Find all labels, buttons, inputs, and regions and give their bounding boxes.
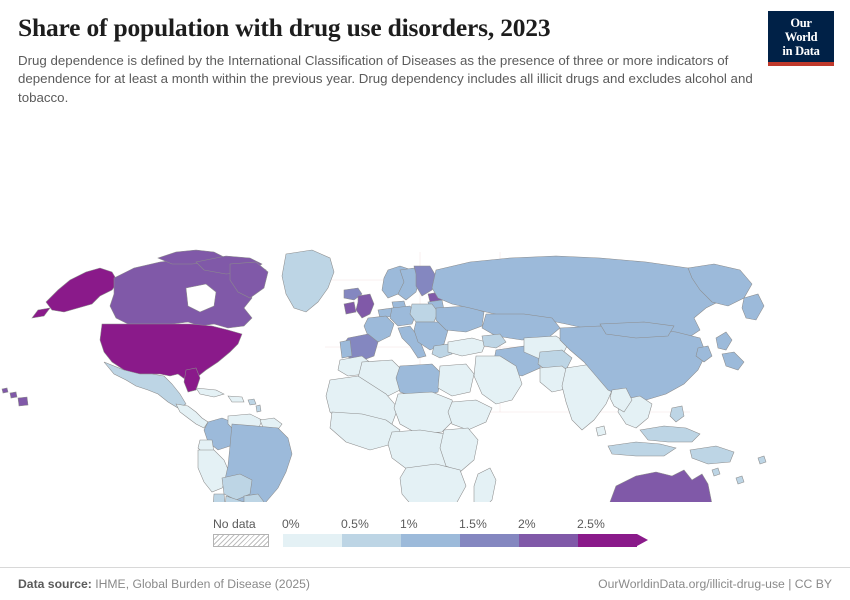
country-russia-far-east[interactable]	[688, 264, 752, 306]
country-southern-africa[interactable]	[400, 464, 466, 502]
hudson-bay	[186, 284, 216, 312]
country-korea[interactable]	[696, 346, 712, 362]
country-hawaii[interactable]	[2, 388, 28, 406]
country-chile[interactable]	[212, 494, 234, 502]
legend-scale-arrow	[637, 534, 648, 546]
country-paraguay[interactable]	[244, 494, 264, 502]
country-france[interactable]	[364, 316, 394, 342]
page-title: Share of population with drug use disord…	[18, 13, 551, 42]
country-peru[interactable]	[198, 450, 230, 492]
country-madagascar[interactable]	[474, 468, 496, 502]
country-caucasus[interactable]	[482, 334, 506, 348]
chart-subtitle: Drug dependence is defined by the Intern…	[18, 52, 753, 106]
country-malaysia-indonesia[interactable]	[640, 426, 700, 442]
country-greenland[interactable]	[282, 250, 334, 312]
country-us-florida[interactable]	[184, 368, 200, 392]
country-cuba[interactable]	[196, 388, 224, 397]
legend-tick-2: 1%	[400, 517, 418, 531]
country-finland[interactable]	[414, 266, 436, 296]
legend-tick-4: 2%	[518, 517, 536, 531]
legend-tick-5: 2.5%	[577, 517, 605, 531]
legend-scale-bar[interactable]	[283, 534, 637, 547]
country-baffin[interactable]	[230, 262, 268, 298]
choropleth-map[interactable]	[0, 112, 850, 502]
country-japan[interactable]	[716, 332, 744, 370]
country-pacific-islands[interactable]	[712, 456, 766, 484]
data-source-value: IHME, Global Burden of Disease (2025)	[95, 577, 310, 591]
country-ireland[interactable]	[344, 302, 356, 314]
country-portugal[interactable]	[340, 340, 352, 358]
country-horn-of-africa[interactable]	[448, 400, 492, 430]
legend-bin-1[interactable]	[342, 534, 401, 547]
country-sudan-chad[interactable]	[394, 392, 456, 434]
legend-bin-0[interactable]	[283, 534, 342, 547]
country-germany[interactable]	[390, 306, 416, 326]
country-italy[interactable]	[398, 326, 426, 358]
country-east-africa[interactable]	[440, 428, 478, 472]
country-kamchatka[interactable]	[742, 294, 764, 320]
country-sri-lanka[interactable]	[596, 426, 606, 436]
country-australia[interactable]	[610, 470, 712, 502]
legend-no-data-swatch[interactable]	[213, 534, 269, 547]
country-arabia[interactable]	[474, 356, 522, 404]
legend-bin-5[interactable]	[578, 534, 637, 547]
country-indonesia-2[interactable]	[608, 442, 676, 456]
owid-logo-line-1: Our World	[784, 16, 818, 44]
map-legend: No data 0% 0.5% 1% 1.5% 2% 2.5%	[0, 505, 850, 553]
country-egypt[interactable]	[438, 364, 474, 396]
chart-footer: Data source: IHME, Global Burden of Dise…	[0, 567, 850, 600]
legend-bin-2[interactable]	[401, 534, 460, 547]
country-turkey[interactable]	[448, 338, 486, 356]
legend-tick-3: 1.5%	[459, 517, 487, 531]
country-argentina[interactable]	[224, 496, 258, 502]
country-philippines[interactable]	[670, 406, 684, 422]
country-greece[interactable]	[432, 344, 452, 358]
country-poland[interactable]	[410, 304, 438, 322]
legend-bin-4[interactable]	[519, 534, 578, 547]
data-source: Data source: IHME, Global Burden of Dise…	[18, 577, 310, 591]
country-new-guinea[interactable]	[690, 446, 734, 464]
country-myanmar[interactable]	[610, 388, 632, 412]
owid-logo[interactable]: Our World in Data	[768, 11, 834, 66]
attribution-link[interactable]: OurWorldinData.org/illicit-drug-use | CC…	[598, 577, 832, 591]
country-central-america[interactable]	[176, 404, 208, 428]
data-source-label: Data source:	[18, 577, 92, 591]
country-hispaniola[interactable]	[228, 396, 244, 402]
legend-no-data-label: No data	[213, 517, 256, 531]
country-united-kingdom[interactable]	[356, 294, 374, 318]
legend-tick-1: 0.5%	[341, 517, 369, 531]
world-map-svg[interactable]	[0, 112, 850, 502]
country-mongolia[interactable]	[600, 322, 674, 338]
owid-logo-line-2: in Data	[782, 44, 820, 58]
country-caribbean-islands[interactable]	[248, 399, 261, 412]
country-alaska[interactable]	[32, 268, 118, 318]
chart-header: Share of population with drug use disord…	[0, 0, 850, 108]
legend-bin-3[interactable]	[460, 534, 519, 547]
legend-scale[interactable]: 0% 0.5% 1% 1.5% 2% 2.5%	[282, 517, 648, 547]
legend-tick-0: 0%	[282, 517, 300, 531]
